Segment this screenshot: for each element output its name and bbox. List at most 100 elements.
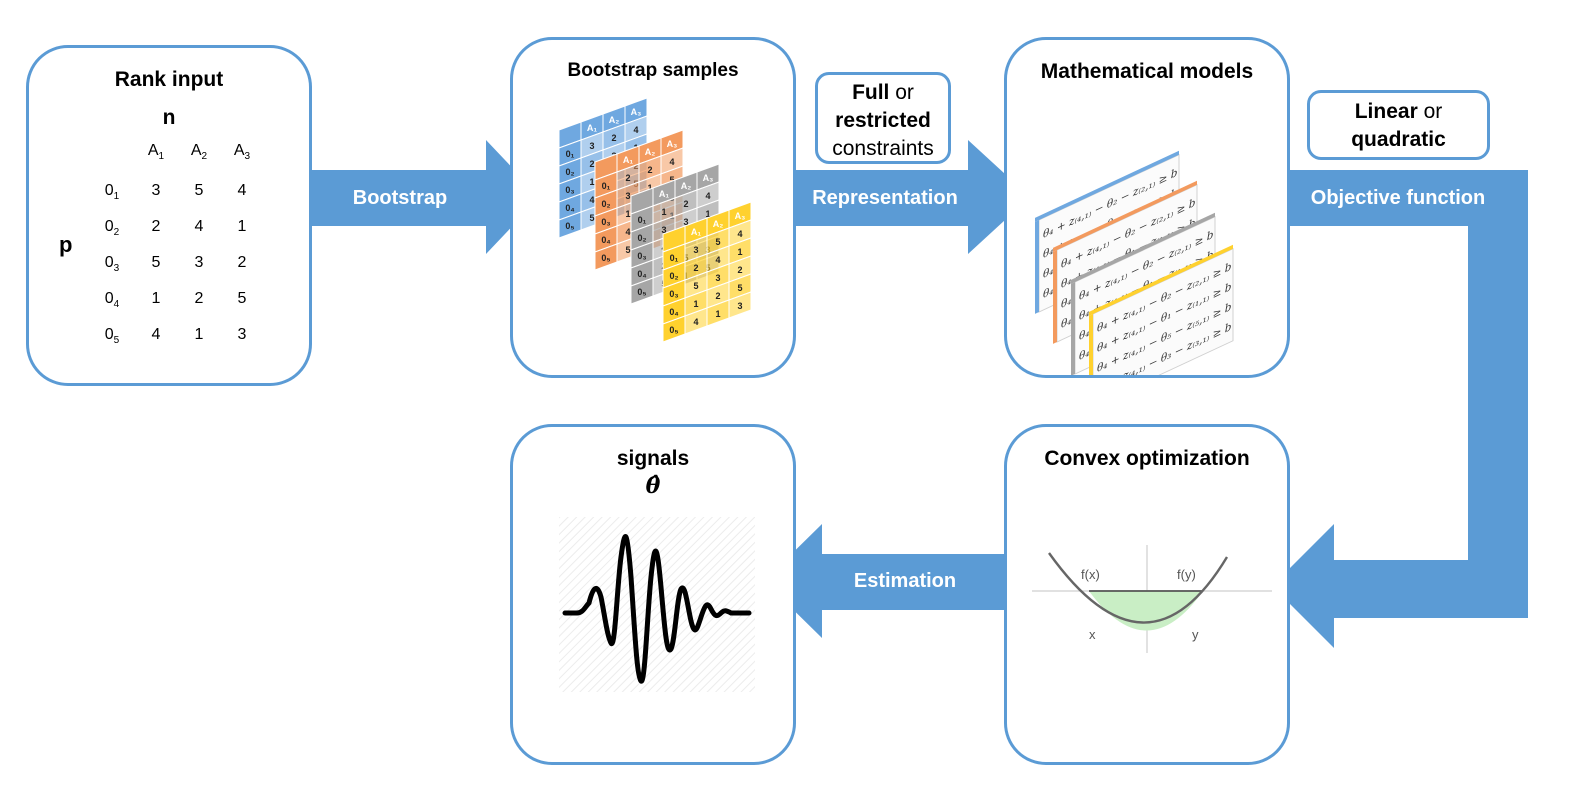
bootstrap-cell-text: 3 bbox=[683, 217, 688, 227]
bootstrap-cell-text: A₂ bbox=[609, 115, 620, 125]
bootstrap-cell-text: 1 bbox=[647, 183, 652, 193]
bootstrap-cell-text: 0₅ bbox=[601, 253, 610, 263]
bootstrap-cell-text: 4 bbox=[589, 195, 594, 205]
n-label: n bbox=[162, 106, 176, 129]
bootstrap-cell-text: A₂ bbox=[713, 219, 724, 229]
bootstrap-cell-text: 0₁ bbox=[602, 181, 611, 191]
bootstrap-cell-text: A₃ bbox=[667, 139, 678, 149]
restricted-text: restricted bbox=[835, 109, 931, 132]
bootstrap-cell-text: 5 bbox=[669, 175, 674, 185]
bootstrap-cell-text: 3 bbox=[715, 273, 720, 283]
convex-optimization-title: Convex optimization bbox=[1044, 447, 1250, 470]
signals-title: signals bbox=[616, 447, 690, 470]
bootstrap-cell-text: A₃ bbox=[631, 107, 642, 117]
parabola-curve bbox=[1048, 552, 1229, 624]
bootstrap-cell-text: 5 bbox=[737, 283, 742, 293]
bootstrap-cell-text: 3 bbox=[625, 191, 630, 201]
rank-cell: 3 bbox=[237, 326, 247, 343]
theta-hat-label: θ̂ bbox=[645, 473, 661, 499]
bootstrap-cell-text: 0₄ bbox=[565, 203, 574, 213]
bootstrap-cell-text: 0₃ bbox=[637, 251, 646, 261]
bootstrap-cell-text: 3 bbox=[693, 245, 698, 255]
bootstrap-cell-text: 2 bbox=[647, 165, 652, 175]
bootstrap-arrow bbox=[286, 140, 540, 254]
row-header-03: 03 bbox=[104, 254, 120, 275]
bootstrap-cell-text: 0₂ bbox=[669, 271, 678, 281]
bootstrap-cell-text: 5 bbox=[589, 213, 594, 223]
row-header-02: 02 bbox=[104, 218, 120, 239]
bootstrap-layer-4: A₁ A₂ A₃ 0₁ 3 5 4 0₂ 2 4 1 0₃ 5 3 2 0₄ 1 2 5 0₅ 4 1 3 bbox=[662, 201, 752, 343]
p-label: p bbox=[59, 232, 73, 257]
bootstrap-cell-text: 0₂ bbox=[637, 233, 646, 243]
representation-arrow-label: Representation bbox=[812, 187, 958, 209]
bootstrap-cell-text: A₁ bbox=[691, 227, 701, 237]
bootstrap-cell-text: 0₅ bbox=[637, 287, 646, 297]
bootstrap-cell-text: 1 bbox=[715, 309, 720, 319]
bootstrap-cell-text: 3 bbox=[737, 301, 742, 311]
estimation-arrow-label: Estimation bbox=[853, 570, 957, 592]
bootstrap-cell-text: 1 bbox=[705, 209, 710, 219]
bootstrap-samples-box: Bootstrap samples A₁ A₂ A₃ 0₁ 3 2 4 0₂ 2 3 1 0₃ 1 4 2 0… bbox=[510, 37, 796, 378]
row-header-05: 05 bbox=[104, 326, 120, 347]
bootstrap-cell-text: 2 bbox=[625, 173, 630, 183]
bootstrap-cell-text: 0₅ bbox=[669, 325, 678, 335]
rank-cell: 4 bbox=[237, 182, 247, 199]
bootstrap-cell-text: 2 bbox=[589, 159, 594, 169]
rank-cell: 4 bbox=[194, 218, 204, 235]
fy-label: f(y) bbox=[1177, 567, 1196, 582]
bootstrap-cell-text: A₂ bbox=[681, 181, 692, 191]
bootstrap-cell-text: 0₁ bbox=[670, 253, 679, 263]
row-header-04: 04 bbox=[104, 290, 120, 311]
column-header-A2: A2 bbox=[190, 142, 208, 163]
convex-optimization-box: Convex optimization f(x) f(y) x y bbox=[1004, 424, 1290, 765]
bootstrap-cell-text: 0₃ bbox=[669, 289, 678, 299]
bootstrap-cell-text: 0₁ bbox=[638, 215, 647, 225]
or-text-2: or bbox=[1423, 100, 1443, 123]
bootstrap-cell-text: 4 bbox=[715, 255, 720, 265]
rank-cell: 5 bbox=[237, 290, 247, 307]
bootstrap-cell-text: 1 bbox=[589, 177, 594, 187]
feasible-region bbox=[1089, 591, 1203, 631]
rank-cell: 2 bbox=[237, 254, 247, 271]
bootstrap-cell-text: 0₅ bbox=[565, 221, 574, 231]
bootstrap-cell-text: 2 bbox=[611, 133, 616, 143]
bootstrap-cell-text: 0₂ bbox=[565, 167, 574, 177]
bootstrap-cell-text: 0₄ bbox=[669, 307, 678, 317]
rank-input-box: Rank input n p A1 A2 A3 01 3 5 4 02 2 4 1 03 5 3 2 04 1 2… bbox=[26, 45, 312, 386]
bootstrap-layers: A₁A₂A₃0₁3240₂2310₃1420₄4150₅553A₁A₂A₃0₁2… bbox=[558, 97, 752, 343]
bootstrap-cell-text: 4 bbox=[633, 125, 638, 135]
mathematical-models-title: Mathematical models bbox=[1040, 60, 1254, 83]
bootstrap-cell-text: 1 bbox=[693, 299, 698, 309]
objective-note: Linear or quadratic bbox=[1307, 90, 1490, 160]
bootstrap-cell-text: 4 bbox=[669, 157, 674, 167]
rank-cell: 5 bbox=[151, 254, 161, 271]
bootstrap-cell-text: 0₂ bbox=[601, 199, 610, 209]
bootstrap-cell-text: A₂ bbox=[645, 147, 656, 157]
bootstrap-cell-text: 5 bbox=[625, 245, 630, 255]
rank-cell: 1 bbox=[151, 290, 161, 307]
bootstrap-cell-text: A₃ bbox=[735, 211, 746, 221]
bootstrap-cell-text: 1 bbox=[661, 207, 666, 217]
representation-arrow bbox=[768, 140, 1030, 254]
constraints-text: constraints bbox=[832, 137, 934, 160]
objective-function-arrow bbox=[1268, 170, 1528, 648]
equation-layers: θ₄ + z₍₄,₁₎ − θ₂ − z₍₂,₁₎ ≥ bθ₄ + z₍₄,₁₎… bbox=[1035, 150, 1234, 375]
mathematical-models-box: Mathematical models θ₄ + z₍₄,₁₎ − θ₂ − z… bbox=[1004, 37, 1290, 378]
bootstrap-cell-text: 4 bbox=[693, 317, 698, 327]
column-header-A3: A3 bbox=[233, 142, 251, 163]
fx-label: f(x) bbox=[1081, 567, 1100, 582]
bootstrap-cell-text: 1 bbox=[625, 209, 630, 219]
rank-cell: 3 bbox=[151, 182, 161, 199]
x-label: x bbox=[1089, 627, 1096, 642]
rank-cell: 1 bbox=[237, 218, 247, 235]
bootstrap-arrow-label: Bootstrap bbox=[352, 187, 448, 209]
rank-cell: 5 bbox=[194, 182, 204, 199]
convex-parabola-plot: f(x) f(y) x y bbox=[1032, 545, 1272, 653]
wavelet-path bbox=[562, 534, 752, 684]
column-header-A1: A1 bbox=[147, 142, 165, 163]
bootstrap-cell-text: 0₃ bbox=[601, 217, 610, 227]
bootstrap-cell-text: 3 bbox=[661, 225, 666, 235]
rank-cell: 2 bbox=[151, 218, 161, 235]
bootstrap-cell-text: 0₃ bbox=[565, 185, 574, 195]
bootstrap-cell-text: 4 bbox=[705, 191, 710, 201]
